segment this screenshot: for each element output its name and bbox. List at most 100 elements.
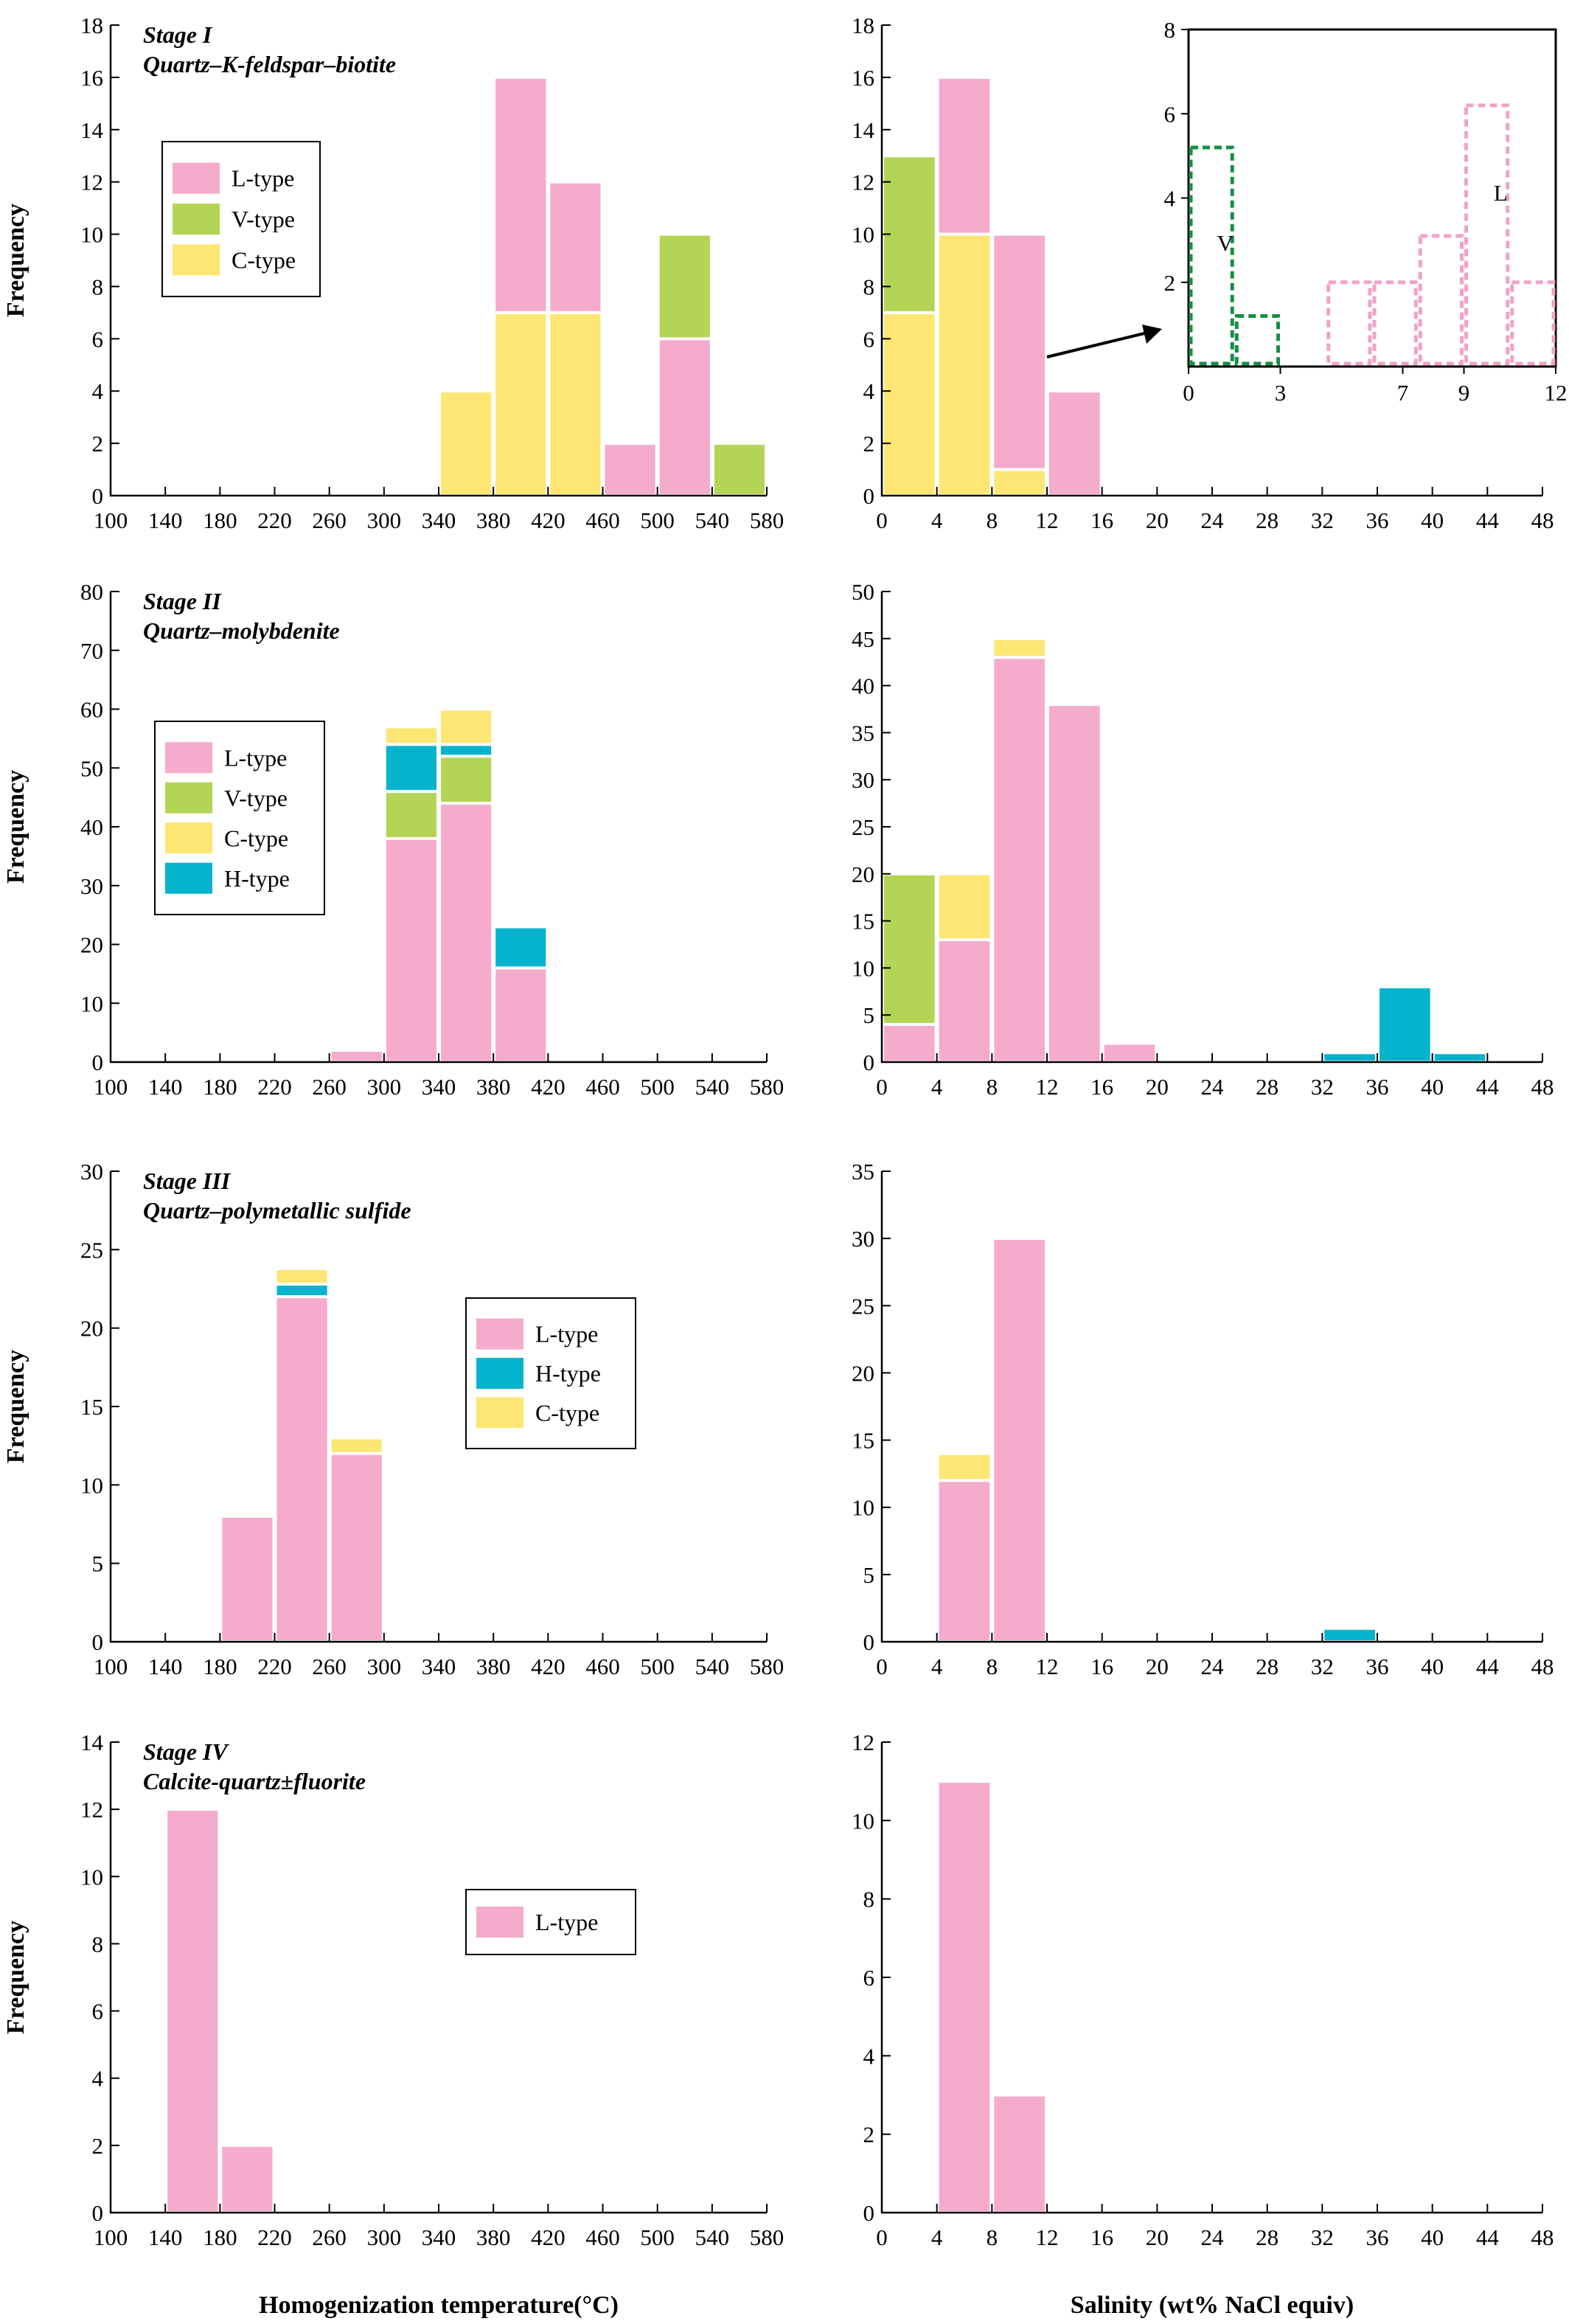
x-tick-label: 40 bbox=[1421, 2224, 1444, 2250]
bar-l-type bbox=[495, 78, 546, 311]
x-tick-label: 580 bbox=[750, 1074, 784, 1100]
bar-c-type bbox=[550, 313, 601, 494]
y-tick-label: 40 bbox=[852, 673, 874, 699]
x-tick-label: 24 bbox=[1201, 1654, 1225, 1679]
inset-bar-v bbox=[1234, 313, 1280, 366]
bar-l-type bbox=[222, 2146, 273, 2211]
y-tick-label: 0 bbox=[863, 1629, 875, 1655]
bar-c-type bbox=[276, 1269, 327, 1283]
y-tick-label: 14 bbox=[852, 117, 875, 143]
x-tick-label: 48 bbox=[1531, 507, 1554, 533]
y-tick-label: 20 bbox=[80, 1316, 103, 1342]
legend-swatch-c-type bbox=[173, 244, 220, 276]
legend-swatch-l-type bbox=[165, 742, 212, 774]
bar-l-type bbox=[994, 235, 1045, 468]
y-tick-label: 10 bbox=[852, 1495, 874, 1521]
bar-c-type bbox=[939, 235, 990, 494]
x-tick-label: 540 bbox=[695, 1074, 730, 1100]
y-axis-title: Frequency bbox=[2, 1921, 29, 2034]
x-tick-label: 260 bbox=[312, 2224, 347, 2250]
x-tick-label: 20 bbox=[1146, 1654, 1169, 1679]
inset-bar-v bbox=[1189, 145, 1234, 366]
legend-label: V-type bbox=[232, 206, 295, 232]
x-tick-label: 180 bbox=[203, 1074, 237, 1100]
stage-title: Stage II bbox=[143, 588, 222, 614]
x-tick-label: 260 bbox=[312, 1074, 347, 1100]
x-tick-label: 40 bbox=[1421, 1074, 1444, 1100]
inset-y-tick-label: 8 bbox=[1164, 17, 1176, 43]
inset-bar-l bbox=[1372, 280, 1418, 366]
stage-subtitle: Quartz–molybdenite bbox=[143, 617, 340, 644]
bar-l-type bbox=[994, 659, 1045, 1061]
bar-l-type bbox=[331, 1052, 382, 1061]
x-tick-label: 20 bbox=[1146, 507, 1169, 533]
y-axis-title: Frequency bbox=[2, 204, 29, 317]
inset-x-tick-label: 12 bbox=[1545, 380, 1568, 406]
y-tick-label: 0 bbox=[863, 483, 875, 509]
stage-subtitle: Quartz–K-feldspar–biotite bbox=[143, 51, 396, 77]
x-axis-title: Homogenization temperature(°C) bbox=[259, 2292, 619, 2319]
y-tick-label: 2 bbox=[92, 431, 104, 457]
x-tick-label: 340 bbox=[422, 1074, 456, 1100]
x-tick-label: 380 bbox=[476, 2224, 511, 2250]
y-tick-label: 6 bbox=[92, 326, 104, 352]
x-tick-label: 12 bbox=[1036, 507, 1059, 533]
y-tick-label: 25 bbox=[852, 1293, 874, 1319]
x-tick-label: 580 bbox=[750, 1654, 784, 1679]
x-tick-label: 4 bbox=[931, 1074, 943, 1100]
bar-c-type bbox=[441, 392, 492, 494]
x-tick-label: 220 bbox=[257, 2224, 292, 2250]
x-tick-label: 100 bbox=[94, 1074, 128, 1100]
inset-x-tick-label: 7 bbox=[1397, 380, 1409, 406]
bar-c-type bbox=[939, 1454, 990, 1480]
y-tick-label: 30 bbox=[852, 767, 874, 793]
legend-label: H-type bbox=[224, 865, 290, 892]
y-tick-label: 10 bbox=[852, 222, 874, 248]
x-tick-label: 24 bbox=[1201, 1074, 1225, 1100]
legend-label: L-type bbox=[232, 165, 294, 192]
x-tick-label: 24 bbox=[1201, 507, 1225, 533]
legend-swatch-c-type bbox=[165, 822, 212, 854]
legend-label: V-type bbox=[224, 785, 288, 811]
bar-v-type bbox=[659, 235, 710, 338]
y-tick-label: 60 bbox=[80, 697, 103, 723]
x-tick-label: 300 bbox=[367, 2224, 402, 2250]
legend-label: L-type bbox=[535, 1909, 598, 1935]
x-tick-label: 12 bbox=[1036, 1074, 1059, 1100]
x-tick-label: 100 bbox=[94, 507, 128, 533]
bar-l-type bbox=[605, 445, 655, 494]
x-tick-label: 460 bbox=[585, 2224, 620, 2250]
legend-swatch-l-type bbox=[476, 1318, 523, 1350]
bar-v-type bbox=[386, 793, 436, 837]
bar-c-type bbox=[495, 313, 546, 494]
x-tick-label: 580 bbox=[750, 2224, 784, 2250]
y-tick-label: 2 bbox=[863, 2122, 875, 2148]
x-tick-label: 36 bbox=[1366, 1074, 1389, 1100]
y-tick-label: 4 bbox=[92, 378, 104, 404]
x-tick-label: 32 bbox=[1311, 2224, 1334, 2250]
bar-l-type bbox=[550, 183, 601, 311]
chart-s4-temp: 0 2 4 6 8 10 12 14 100 140 180 220 260 300 340 380 420 46… bbox=[2, 1730, 784, 2319]
x-tick-label: 140 bbox=[148, 2224, 183, 2250]
y-tick-label: 18 bbox=[80, 13, 103, 38]
x-tick-label: 16 bbox=[1090, 1074, 1113, 1100]
inset-bar-l bbox=[1510, 280, 1556, 366]
x-tick-label: 32 bbox=[1311, 1074, 1334, 1100]
x-tick-label: 500 bbox=[640, 1654, 675, 1679]
stage-title: Stage I bbox=[143, 21, 213, 48]
x-tick-label: 24 bbox=[1201, 2224, 1225, 2250]
x-tick-label: 100 bbox=[94, 1654, 128, 1679]
y-tick-label: 4 bbox=[92, 2066, 104, 2092]
inset-bar-l bbox=[1326, 280, 1372, 366]
y-axis-title: Frequency bbox=[2, 770, 29, 884]
inset-x-tick-label: 0 bbox=[1183, 380, 1194, 406]
y-tick-label: 8 bbox=[863, 1887, 875, 1912]
x-tick-label: 8 bbox=[987, 507, 998, 533]
x-tick-label: 16 bbox=[1090, 1654, 1113, 1679]
y-tick-label: 15 bbox=[80, 1394, 103, 1420]
bar-h-type bbox=[1434, 1054, 1486, 1061]
x-tick-label: 0 bbox=[876, 1074, 888, 1100]
bar-h-type bbox=[1324, 1054, 1375, 1061]
